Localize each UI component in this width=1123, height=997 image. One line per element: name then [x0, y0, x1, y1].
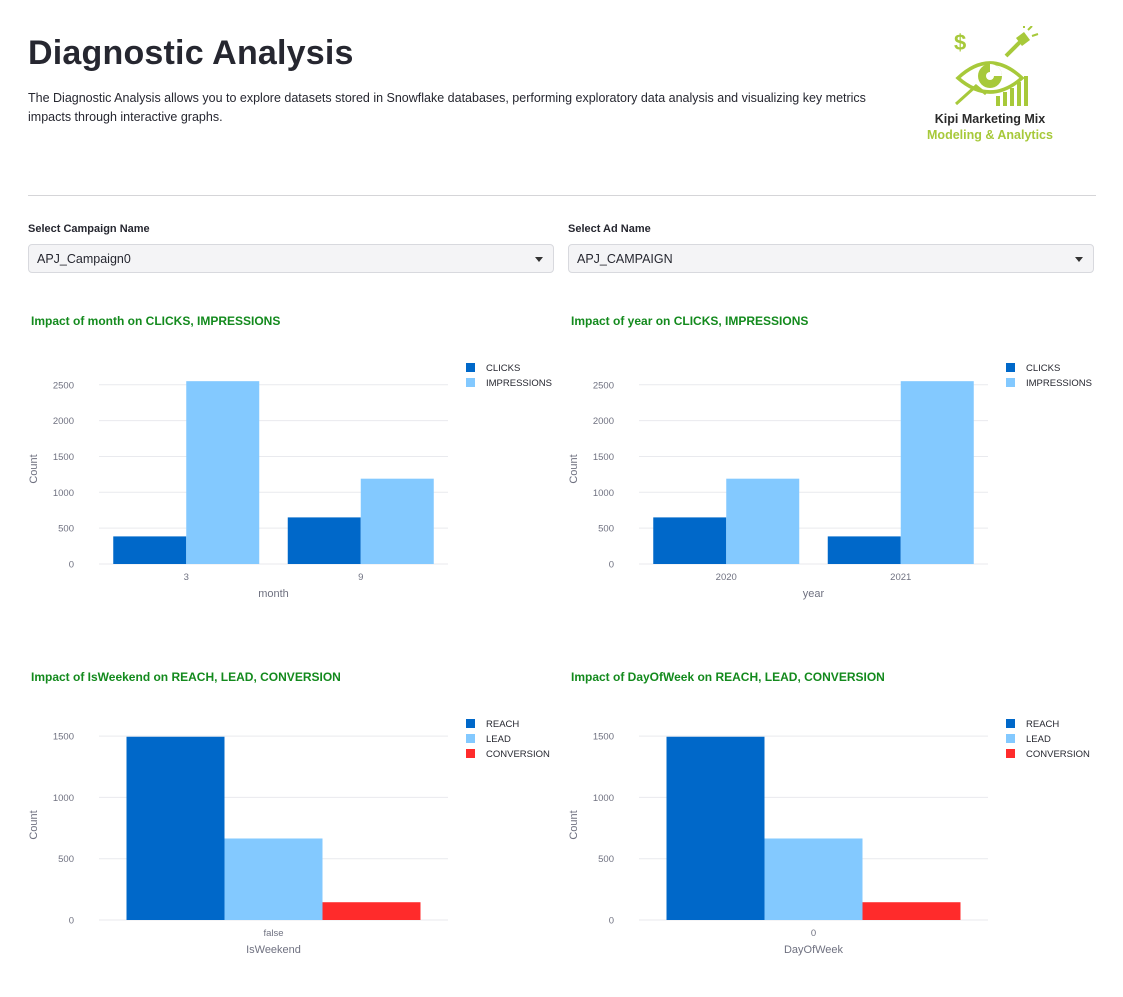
y-tick-label: 500 — [58, 854, 74, 865]
header-divider — [28, 195, 1096, 196]
y-tick-label: 2000 — [53, 416, 74, 427]
ad-select[interactable]: APJ_CAMPAIGN — [568, 244, 1094, 273]
legend-swatch-conversion — [466, 749, 475, 758]
campaign-select[interactable]: APJ_Campaign0 — [28, 244, 554, 273]
chart-month[interactable]: 0 500 1000 1500 2000 2500 3 9 month Count CLICKS IM… — [28, 345, 558, 610]
logo-subtitle: Modeling & Analytics — [927, 128, 1053, 142]
bar-clicks-3 — [113, 536, 187, 564]
x-tick-label: 2021 — [890, 572, 911, 583]
legend-label-reach: REACH — [1026, 719, 1059, 730]
bar-conversion-false — [322, 902, 421, 920]
legend-label-lead: LEAD — [486, 734, 511, 745]
legend-label-conversion: CONVERSION — [486, 749, 550, 760]
campaign-select-label: Select Campaign Name — [28, 223, 150, 235]
bar-reach-false — [126, 736, 225, 920]
logo-title: Kipi Marketing Mix — [934, 112, 1046, 126]
ad-select-value: APJ_CAMPAIGN — [577, 252, 673, 266]
y-tick-label: 500 — [598, 854, 614, 865]
y-tick-label: 1500 — [593, 452, 614, 463]
x-axis-title: IsWeekend — [246, 944, 301, 956]
legend-swatch-reach — [466, 719, 475, 728]
campaign-select-value: APJ_Campaign0 — [37, 252, 131, 266]
x-axis-title: DayOfWeek — [784, 944, 844, 956]
legend-swatch-clicks — [1006, 363, 1015, 372]
x-axis-title: month — [258, 588, 289, 600]
bar-conversion-0 — [862, 902, 961, 920]
y-axis-title: Count — [28, 454, 40, 483]
legend-swatch-impressions — [466, 378, 475, 387]
x-axis-title: year — [803, 588, 825, 600]
y-tick-label: 1000 — [593, 488, 614, 499]
chart-title-month: Impact of month on CLICKS, IMPRESSIONS — [31, 314, 281, 328]
bar-impressions-2020 — [726, 478, 800, 564]
legend-swatch-impressions — [1006, 378, 1015, 387]
y-tick-label: 1000 — [53, 793, 74, 804]
bar-reach-0 — [666, 736, 765, 920]
y-tick-label: 1500 — [53, 452, 74, 463]
legend-label-lead: LEAD — [1026, 734, 1051, 745]
x-tick-label: false — [263, 928, 283, 939]
chart-title-dayofweek: Impact of DayOfWeek on REACH, LEAD, CONV… — [571, 670, 885, 684]
y-tick-label: 2000 — [593, 416, 614, 427]
bar-impressions-9 — [360, 478, 434, 564]
legend-label-conversion: CONVERSION — [1026, 749, 1090, 760]
y-tick-label: 1000 — [53, 488, 74, 499]
y-axis-title: Count — [568, 810, 580, 839]
legend-label-clicks: CLICKS — [486, 363, 520, 374]
y-tick-label: 1500 — [593, 732, 614, 743]
page-title: Diagnostic Analysis — [28, 34, 354, 72]
page-description: The Diagnostic Analysis allows you to ex… — [28, 91, 866, 124]
y-axis-title: Count — [28, 810, 40, 839]
chart-dayofweek[interactable]: 0 500 1000 1500 0 DayOfWeek Count REACH LEAD CONV… — [568, 701, 1098, 966]
bar-impressions-3 — [186, 381, 260, 564]
y-tick-label: 0 — [69, 560, 74, 571]
chart-year[interactable]: 0 500 1000 1500 2000 2500 2020 2021 year Count CLI… — [568, 345, 1098, 610]
x-tick-label: 2020 — [716, 572, 737, 583]
legend-swatch-reach — [1006, 719, 1015, 728]
y-axis-title: Count — [568, 454, 580, 483]
bar-impressions-2021 — [900, 381, 974, 564]
legend-label-clicks: CLICKS — [1026, 363, 1060, 374]
bar-clicks-2020 — [653, 517, 727, 564]
y-tick-label: 2500 — [53, 380, 74, 391]
x-tick-label: 9 — [358, 572, 363, 583]
y-tick-label: 1000 — [593, 793, 614, 804]
legend-swatch-lead — [466, 734, 475, 743]
x-tick-label: 3 — [184, 572, 189, 583]
chevron-down-icon — [1075, 257, 1083, 262]
y-tick-label: 0 — [609, 560, 614, 571]
svg-text:$: $ — [954, 30, 966, 55]
x-tick-label: 0 — [811, 928, 816, 939]
chevron-down-icon — [535, 257, 543, 262]
bar-clicks-9 — [287, 517, 361, 564]
legend-label-impressions: IMPRESSIONS — [1026, 378, 1092, 389]
legend-swatch-clicks — [466, 363, 475, 372]
chart-isweekend[interactable]: 0 500 1000 1500 false IsWeekend Count REACH LEAD… — [28, 701, 558, 966]
y-tick-label: 500 — [58, 524, 74, 535]
y-tick-label: 1500 — [53, 732, 74, 743]
bar-clicks-2021 — [827, 536, 901, 564]
legend-label-impressions: IMPRESSIONS — [486, 378, 552, 389]
y-tick-label: 500 — [598, 524, 614, 535]
bar-lead-false — [224, 838, 323, 920]
y-tick-label: 0 — [609, 916, 614, 927]
y-tick-label: 2500 — [593, 380, 614, 391]
legend-swatch-lead — [1006, 734, 1015, 743]
bar-lead-0 — [764, 838, 863, 920]
chart-title-isweekend: Impact of IsWeekend on REACH, LEAD, CONV… — [31, 670, 341, 684]
eye-chart-logo-icon: $ — [954, 22, 1039, 106]
legend-swatch-conversion — [1006, 749, 1015, 758]
y-tick-label: 0 — [69, 916, 74, 927]
chart-title-year: Impact of year on CLICKS, IMPRESSIONS — [571, 314, 809, 328]
ad-select-label: Select Ad Name — [568, 223, 651, 235]
legend-label-reach: REACH — [486, 719, 519, 730]
kipi-logo: $ Kipi Marketing Mix Modeling & Analytic… — [920, 22, 1070, 146]
